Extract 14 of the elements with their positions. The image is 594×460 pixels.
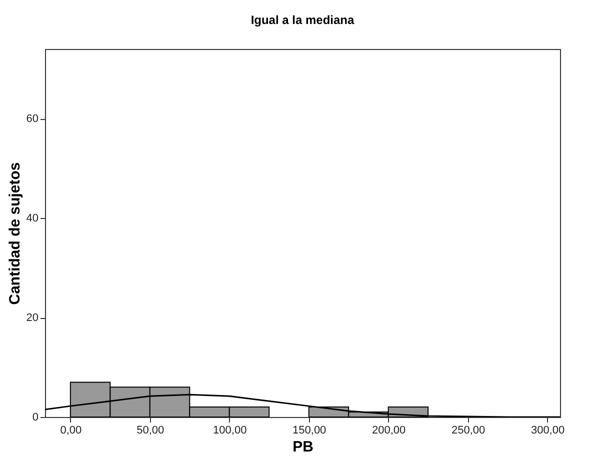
y-tick-label: 40 xyxy=(26,212,38,225)
x-tick-label: 100,00 xyxy=(213,424,247,436)
x-tick-label: 200,00 xyxy=(372,424,406,436)
y-axis-title: Cantidad de sujetos xyxy=(6,162,24,305)
y-tick-label: 20 xyxy=(26,312,38,324)
x-tick-label: 250,00 xyxy=(451,424,486,436)
x-tick-label: 50,00 xyxy=(136,424,164,436)
chart-title: Igual a la mediana xyxy=(250,13,355,27)
x-axis-title: PB xyxy=(292,438,314,456)
y-tick-label: 0 xyxy=(32,412,38,424)
y-tick-label: 60 xyxy=(26,113,38,126)
x-tick-label: 0,00 xyxy=(60,424,82,436)
x-tick-label: 150,00 xyxy=(292,424,326,436)
x-tick-label: 300,00 xyxy=(530,424,565,436)
